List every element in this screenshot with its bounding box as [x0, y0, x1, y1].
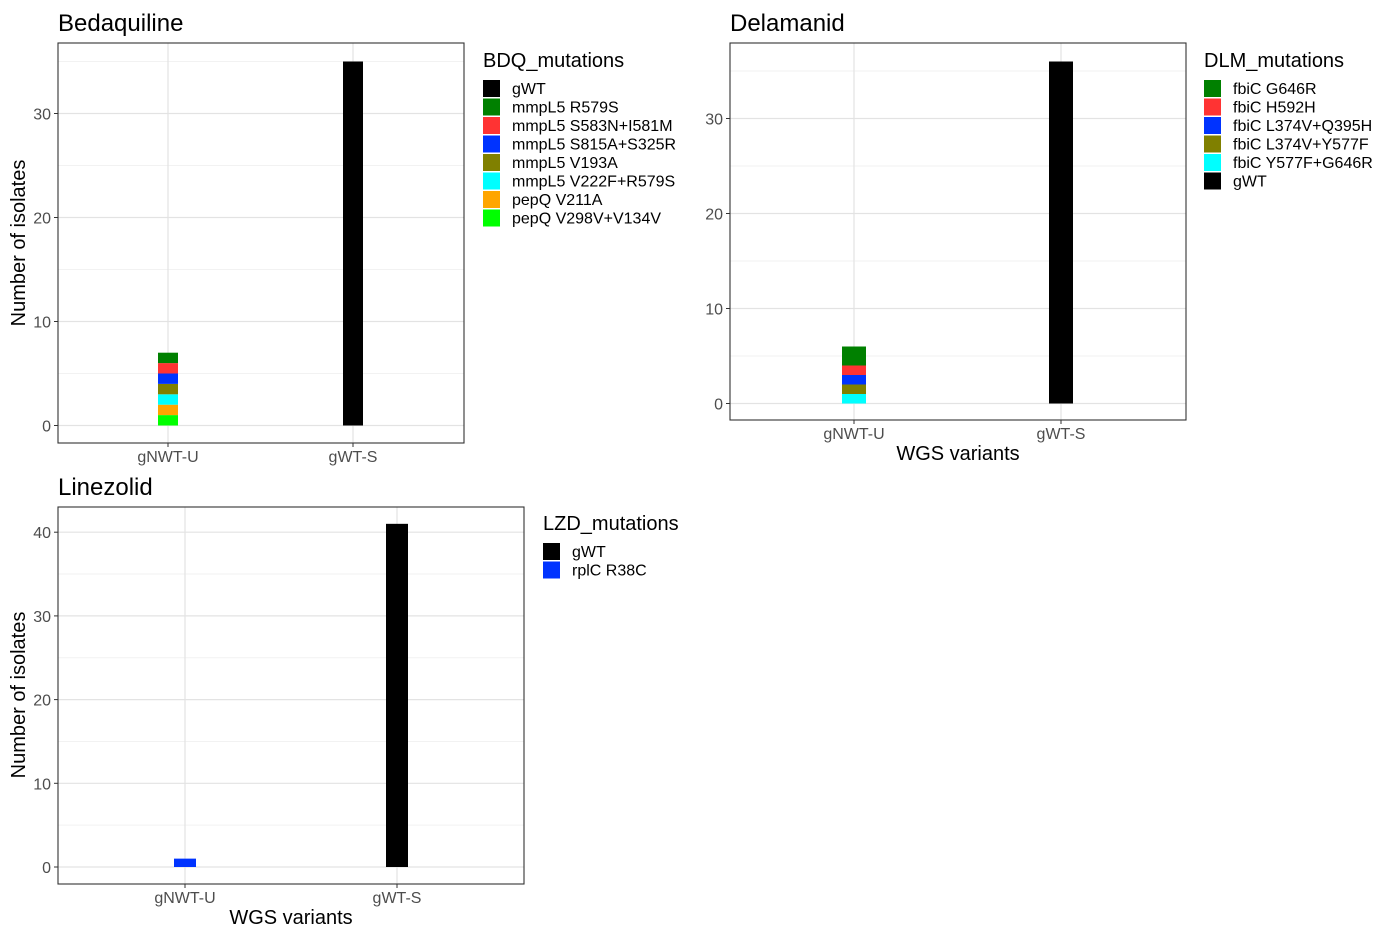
- legend-swatch: [483, 172, 500, 190]
- bar-segment: [386, 523, 408, 867]
- legend-label: pepQ V298V+V134V: [512, 211, 661, 228]
- y-tick-label: 30: [705, 112, 723, 129]
- legend-title: DLM_mutations: [1204, 50, 1344, 72]
- chart-title: Linezolid: [58, 474, 153, 501]
- legend-label: fbiC H592H: [1233, 100, 1316, 117]
- x-axis-label: WGS variants: [896, 443, 1019, 465]
- y-tick-label: 30: [33, 609, 51, 626]
- bar-segment: [343, 61, 363, 426]
- legend-label: fbiC G646R: [1233, 81, 1317, 98]
- legend-label: fbiC Y577F+G646R: [1233, 155, 1373, 172]
- bar-segment: [158, 404, 178, 416]
- legend-swatch: [483, 209, 500, 227]
- bar-segment: [158, 352, 178, 364]
- legend: LZD_mutations gWT rplC R38C: [543, 513, 679, 580]
- legend-swatch: [1204, 117, 1221, 134]
- legend-label: mmpL5 V222F+R579S: [512, 174, 675, 191]
- legend-label: gWT: [512, 81, 546, 98]
- plot-border: [57, 506, 525, 885]
- bar-segment: [842, 346, 866, 366]
- x-tick-label: gNWT-U: [154, 890, 215, 907]
- legend-swatch: [1204, 154, 1221, 171]
- legend-swatch: [1204, 98, 1221, 116]
- legend-label: fbiC L374V+Y577F: [1233, 137, 1369, 154]
- x-tick-label: gWT-S: [373, 890, 422, 907]
- y-axis-label: Number of isolates: [8, 612, 30, 779]
- legend-title: LZD_mutations: [543, 513, 679, 535]
- legend-swatch: [483, 80, 500, 97]
- plot-background: [730, 43, 1186, 420]
- legend-label: mmpL5 V193A: [512, 155, 618, 172]
- x-axis-label: WGS variants: [229, 907, 352, 927]
- y-tick-label: 0: [42, 419, 51, 436]
- legend-swatch: [483, 98, 500, 116]
- y-tick-label: 0: [42, 860, 51, 877]
- legend-label: mmpL5 S583N+I581M: [512, 118, 673, 135]
- legend-swatch: [483, 191, 500, 208]
- y-tick-label: 20: [33, 211, 51, 228]
- chart-panel-0: 0 10 20 30 gNWT-U gWT-S Bedaquiline Number of i…: [8, 10, 676, 466]
- legend-swatch: [543, 543, 560, 560]
- y-tick-label: 10: [33, 776, 51, 793]
- x-tick-label: gNWT-U: [137, 449, 198, 466]
- legend-swatch: [543, 561, 560, 579]
- legend-label: rplC R38C: [572, 563, 647, 580]
- chart-title: Delamanid: [730, 10, 845, 37]
- y-tick-label: 10: [33, 315, 51, 332]
- plot-border: [57, 42, 465, 444]
- legend-label: mmpL5 R579S: [512, 100, 619, 117]
- y-tick-label: 10: [705, 302, 723, 319]
- legend-label: pepQ V211A: [512, 192, 603, 209]
- legend-swatch: [1204, 80, 1221, 97]
- y-tick-label: 0: [714, 397, 723, 414]
- legend-swatch: [483, 117, 500, 134]
- legend-label: gWT: [1233, 174, 1267, 191]
- bar-segment: [842, 375, 866, 385]
- bar-segment: [158, 373, 178, 384]
- legend-swatch: [1204, 135, 1221, 153]
- bar-segment: [842, 365, 866, 375]
- chart-panel-2: 0 10 20 30 40 gNWT-U gWT-S Linezolid WGS variant…: [8, 474, 679, 927]
- legend-label: fbiC L374V+Q395H: [1233, 118, 1372, 135]
- chart-title: Bedaquiline: [58, 10, 183, 37]
- legend-label: gWT: [572, 544, 606, 561]
- legend-swatch: [483, 135, 500, 153]
- bar-segment: [158, 383, 178, 395]
- legend-label: mmpL5 S815A+S325R: [512, 137, 676, 154]
- bar-segment: [842, 384, 866, 394]
- y-axis-label: Number of isolates: [8, 160, 30, 327]
- legend-swatch: [1204, 172, 1221, 190]
- y-tick-label: 20: [705, 207, 723, 224]
- legend-swatch: [483, 154, 500, 171]
- bar-segment: [158, 363, 178, 374]
- bar-segment: [158, 415, 178, 426]
- bar-segment: [842, 394, 866, 404]
- y-tick-label: 30: [33, 107, 51, 124]
- plot-border: [729, 42, 1187, 421]
- bar-segment: [174, 858, 196, 867]
- bar-segment: [1049, 61, 1073, 404]
- y-tick-label: 40: [33, 525, 51, 542]
- x-tick-label: gWT-S: [329, 449, 378, 466]
- chart-panel-1: 0 10 20 30 gNWT-U gWT-S Delamanid WGS variants D…: [705, 10, 1373, 465]
- plot-background: [58, 507, 524, 884]
- x-tick-label: gWT-S: [1037, 426, 1086, 443]
- legend-title: BDQ_mutations: [483, 50, 624, 72]
- x-tick-label: gNWT-U: [823, 426, 884, 443]
- bar-segment: [158, 394, 178, 405]
- plot-background: [58, 43, 464, 443]
- y-tick-label: 20: [33, 693, 51, 710]
